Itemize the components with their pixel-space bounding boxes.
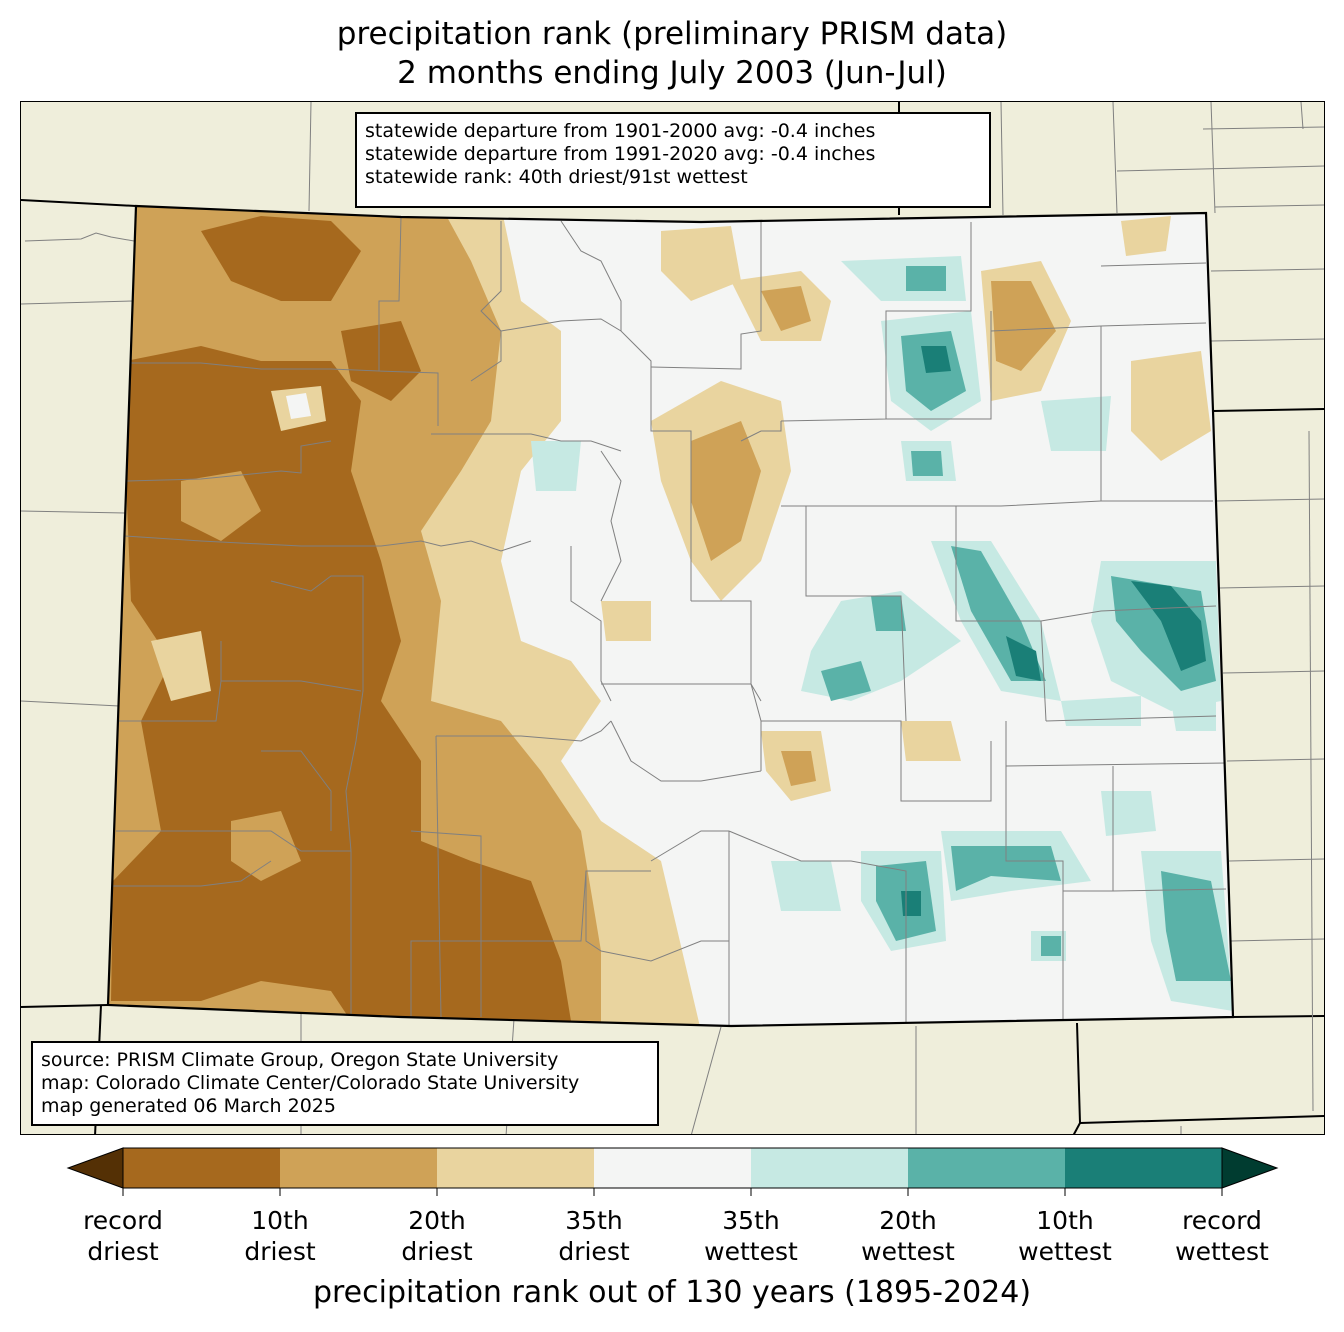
colorbar-segment bbox=[908, 1148, 1065, 1188]
tick-label-line1: 35th bbox=[565, 1206, 623, 1235]
source-credit-box: source: PRISM Climate Group, Oregon Stat… bbox=[31, 1041, 659, 1126]
tick-label-line2: wettest bbox=[1175, 1237, 1269, 1266]
tick-label-line1: 20th bbox=[408, 1206, 466, 1235]
colorbar-segment bbox=[437, 1148, 594, 1188]
tick-label-line2: wettest bbox=[704, 1237, 798, 1266]
tick-label-line1: 10th bbox=[1036, 1206, 1094, 1235]
colorbar-extend-high bbox=[1221, 1147, 1279, 1189]
stats-line-3: statewide rank: 40th driest/91st wettest bbox=[365, 166, 748, 188]
map-panel bbox=[20, 101, 1325, 1135]
colorbar-tick-label: 20th driest bbox=[357, 1205, 517, 1267]
tick-label-line2: wettest bbox=[1018, 1237, 1112, 1266]
colorbar-tick-label: 35th wettest bbox=[671, 1205, 831, 1267]
tick-label-line2: driest bbox=[558, 1237, 630, 1266]
colorado-state-outline bbox=[106, 204, 1235, 1028]
colorbar-extend-low bbox=[66, 1147, 124, 1189]
colorbar-segment bbox=[594, 1148, 751, 1188]
map-title-line1: precipitation rank (preliminary PRISM da… bbox=[336, 16, 1008, 52]
source-line-1: source: PRISM Climate Group, Oregon Stat… bbox=[41, 1049, 559, 1071]
colorbar-segment bbox=[751, 1148, 908, 1188]
colorbar-label: precipitation rank out of 130 years (189… bbox=[312, 1275, 1032, 1310]
colorbar-tick-label: record driest bbox=[43, 1205, 203, 1267]
source-line-2: map: Colorado Climate Center/Colorado St… bbox=[41, 1072, 580, 1094]
stats-line-1: statewide departure from 1901-2000 avg: … bbox=[365, 120, 876, 142]
map-title-line2: 2 months ending July 2003 (Jun-Jul) bbox=[397, 55, 947, 91]
tick-label-line1: record bbox=[1182, 1206, 1262, 1235]
colorbar-outline bbox=[122, 1147, 1223, 1189]
colorbar-tick-label: 10th wettest bbox=[985, 1205, 1145, 1267]
tick-label-line2: wettest bbox=[861, 1237, 955, 1266]
tick-label-line2: driest bbox=[244, 1237, 316, 1266]
tick-label-line1: 35th bbox=[722, 1206, 780, 1235]
tick-label-line1: 10th bbox=[251, 1206, 309, 1235]
colorado-county-lines bbox=[111, 216, 1227, 1026]
neighbor-county-lines bbox=[21, 102, 1324, 1134]
colorbar-segment bbox=[123, 1148, 280, 1188]
colorbar-tick-label: 10th driest bbox=[200, 1205, 360, 1267]
colorbar-segment bbox=[280, 1148, 437, 1188]
tick-label-line1: 20th bbox=[879, 1206, 937, 1235]
tick-label-line1: record bbox=[83, 1206, 163, 1235]
colorbar-segment bbox=[1065, 1148, 1222, 1188]
precipitation-rank-shading bbox=[108, 206, 1233, 1026]
statewide-stats-box: statewide departure from 1901-2000 avg: … bbox=[355, 112, 991, 208]
tick-label-line2: driest bbox=[87, 1237, 159, 1266]
colorbar-tick-label: 20th wettest bbox=[828, 1205, 988, 1267]
source-line-3: map generated 06 March 2025 bbox=[41, 1095, 336, 1117]
stats-line-2: statewide departure from 1991-2020 avg: … bbox=[365, 143, 876, 165]
colorbar-tick-label: 35th driest bbox=[514, 1205, 674, 1267]
colorado-map bbox=[21, 102, 1324, 1134]
colorbar-tick-label: record wettest bbox=[1142, 1205, 1302, 1267]
tick-label-line2: driest bbox=[401, 1237, 473, 1266]
